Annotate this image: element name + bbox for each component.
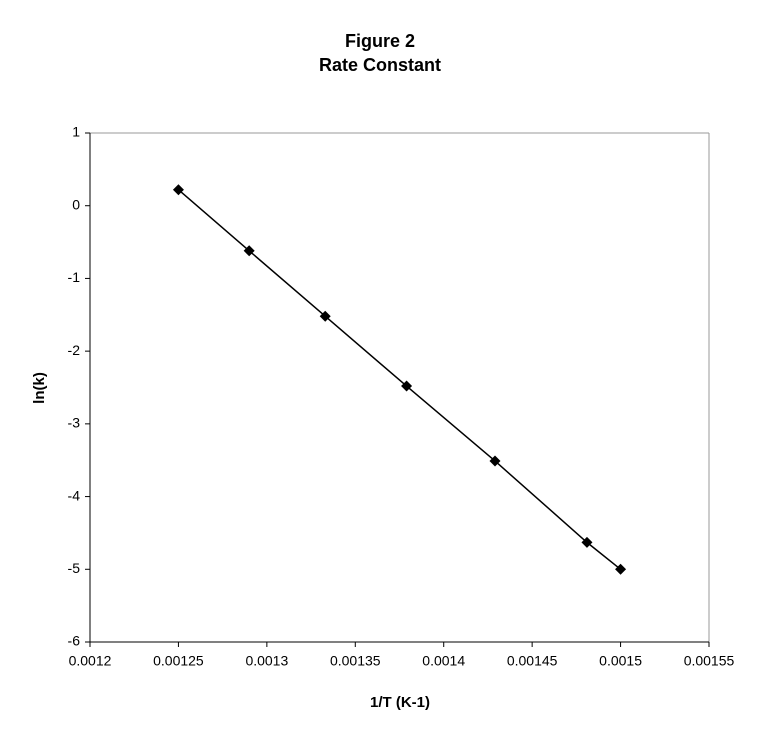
x-tick-label: 0.00155	[684, 653, 735, 669]
chart-title: Figure 2	[345, 31, 415, 51]
data-point	[319, 310, 331, 322]
x-tick-label: 0.00145	[507, 653, 558, 669]
y-axis-label: ln(k)	[31, 372, 48, 404]
x-tick-label: 0.0015	[599, 653, 642, 669]
y-tick-label: -2	[68, 342, 81, 358]
data-point	[489, 455, 501, 467]
y-tick-label: -6	[68, 633, 81, 649]
y-tick-label: -1	[68, 269, 81, 285]
y-tick-label: -5	[68, 560, 81, 576]
x-tick-label: 0.0012	[69, 653, 112, 669]
data-point	[243, 245, 255, 257]
data-point	[581, 536, 593, 548]
data-point	[401, 380, 413, 392]
x-tick-label: 0.0013	[245, 653, 288, 669]
chart-subtitle: Rate Constant	[319, 55, 441, 75]
y-tick-label: 0	[72, 196, 80, 212]
x-axis-label: 1/T (K-1)	[370, 694, 430, 711]
x-tick-label: 0.00135	[330, 653, 381, 669]
x-tick-label: 0.0014	[422, 653, 465, 669]
y-tick-label: -3	[68, 415, 81, 431]
x-tick-label: 0.00125	[153, 653, 204, 669]
data-point	[615, 563, 627, 575]
y-tick-label: 1	[72, 124, 80, 140]
data-point	[172, 184, 184, 196]
y-tick-label: -4	[68, 487, 81, 503]
